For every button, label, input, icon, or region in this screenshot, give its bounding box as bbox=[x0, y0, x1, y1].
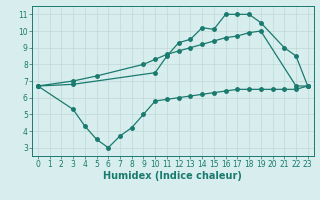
X-axis label: Humidex (Indice chaleur): Humidex (Indice chaleur) bbox=[103, 171, 242, 181]
